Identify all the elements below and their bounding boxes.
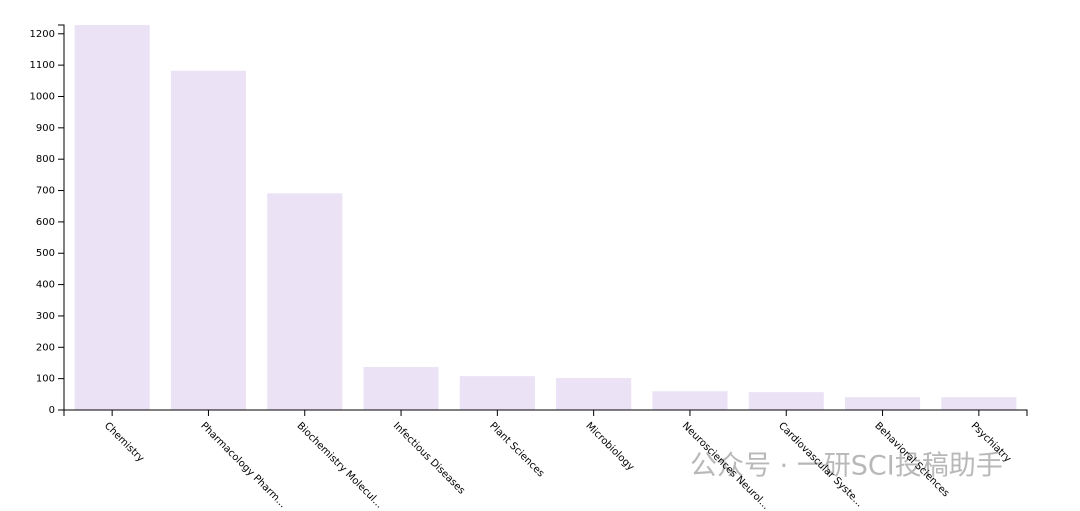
x-tick-label: Chemistry [102,420,146,464]
bar [170,70,247,410]
y-tick-label: 200 [36,342,55,353]
y-tick-label: 900 [36,123,55,134]
y-tick-label: 500 [36,248,55,259]
bar [556,378,632,410]
y-tick-label: 700 [36,186,55,197]
y-tick-label: 600 [36,217,55,228]
bar [748,392,824,410]
bar [74,25,150,410]
x-tick-label: Biochemistry Molecul... [295,420,385,510]
y-tick-label: 1000 [30,91,55,102]
x-tick-label: Microbiology [583,420,636,473]
x-axis [63,409,1028,416]
y-tick-label: 0 [49,405,55,416]
y-tick-label: 800 [36,154,55,165]
x-tick-label: Pharmacology Pharm... [198,420,288,510]
y-tick-label: 300 [36,311,55,322]
bar [363,367,439,410]
y-tick-label: 1200 [30,29,55,40]
bar [652,391,728,410]
x-tick-label: Infectious Diseases [391,420,467,496]
bar [844,397,921,410]
bar [267,193,343,410]
y-tick-label: 100 [36,374,55,385]
y-tick-label: 1100 [30,60,55,71]
y-tick-label: 400 [36,280,55,291]
bar [941,397,1017,410]
y-axis [58,24,65,411]
bar [459,376,535,410]
watermark: 公众号 · 一研SCI投稿助手 [690,451,1003,482]
x-tick-label: Plant Sciences [487,420,546,479]
